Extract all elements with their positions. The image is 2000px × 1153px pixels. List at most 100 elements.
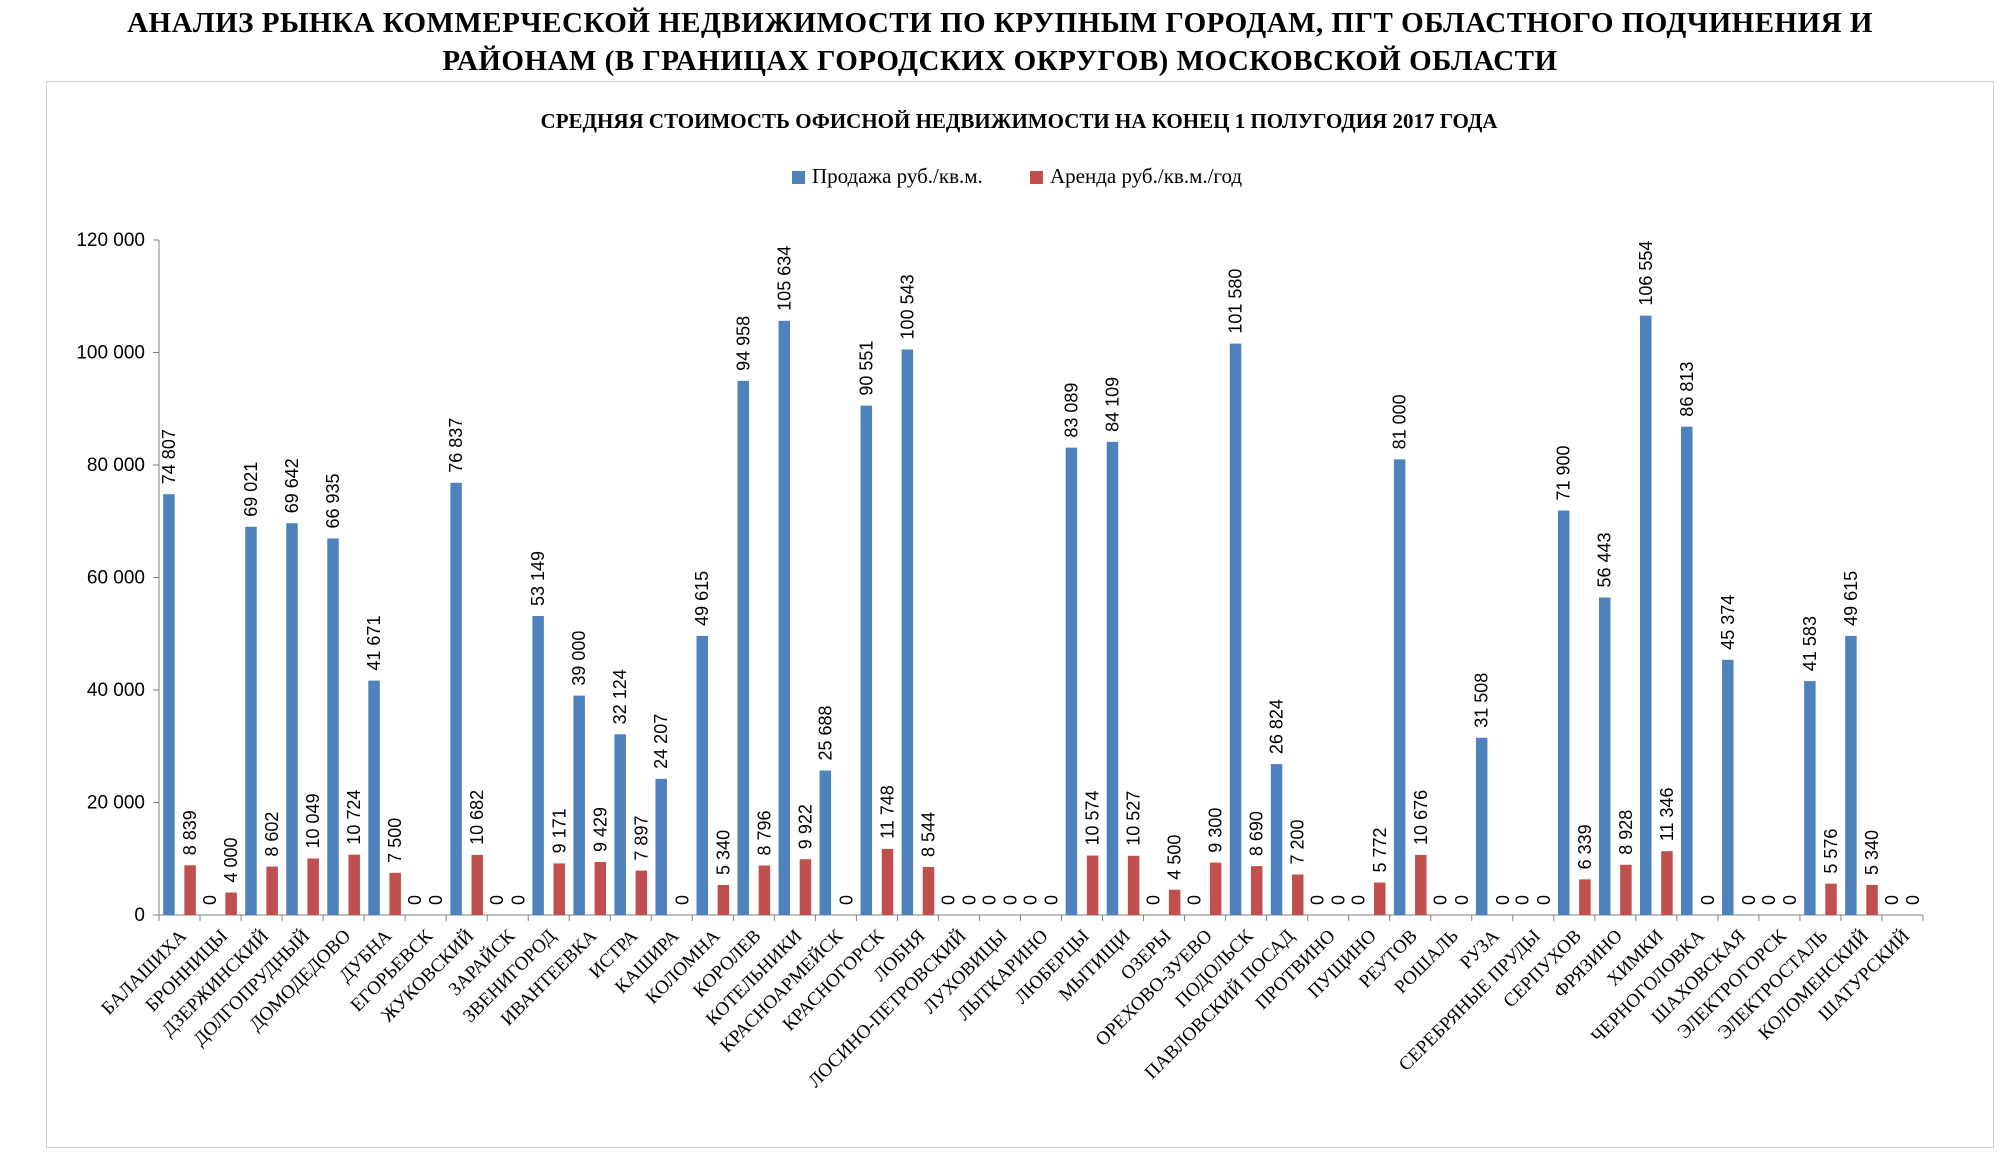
- data-label-sales: 69 021: [241, 462, 261, 517]
- bar-sales: [1681, 426, 1693, 915]
- legend-label-rent: Аренда руб./кв.м./год: [1050, 164, 1242, 188]
- data-label-rent: 10 682: [467, 790, 487, 845]
- data-label-rent: 0: [1001, 895, 1021, 905]
- data-label-rent: 6 339: [1575, 824, 1595, 869]
- data-label-rent: 0: [1329, 895, 1349, 905]
- data-label-rent: 9 922: [795, 804, 815, 849]
- bar-sales: [286, 523, 298, 915]
- data-label-sales: 0: [487, 895, 507, 905]
- legend: Продажа руб./кв.м. Аренда руб./кв.м./год: [792, 164, 1242, 188]
- bar-rent: [635, 870, 648, 915]
- bar-rent: [758, 865, 771, 915]
- data-label-sales: 0: [979, 895, 999, 905]
- bar-rent: [1209, 862, 1222, 915]
- data-label-sales: 53 149: [528, 551, 548, 606]
- bar-sales: [1804, 681, 1816, 915]
- bar-sales: [901, 349, 914, 915]
- data-label-sales: 0: [1308, 895, 1328, 905]
- bar-rent: [1661, 851, 1673, 915]
- bar-sales: [860, 405, 873, 915]
- data-label-sales: 86 813: [1677, 362, 1697, 417]
- y-tick-label: 0: [134, 905, 145, 926]
- data-label-sales: 94 958: [733, 316, 753, 371]
- data-label-sales: 25 688: [815, 705, 835, 760]
- data-label-sales: 0: [1759, 895, 1779, 905]
- data-label-rent: 8 602: [262, 812, 282, 857]
- bar-sales: [1065, 447, 1078, 915]
- data-label-rent: 8 690: [1247, 811, 1267, 856]
- data-label-rent: 0: [1698, 895, 1718, 905]
- bar-sales: [1640, 315, 1652, 915]
- data-label-sales: 66 935: [323, 473, 343, 528]
- y-tick-label: 80 000: [87, 455, 145, 476]
- data-label-sales: 84 109: [1102, 377, 1122, 432]
- bar-rent: [225, 892, 237, 915]
- bar-sales: [1106, 441, 1119, 915]
- data-label-sales: 41 583: [1800, 616, 1820, 671]
- bar-rent: [594, 861, 607, 915]
- data-label-rent: 5 772: [1370, 827, 1390, 872]
- data-label-rent: 10 527: [1124, 791, 1144, 846]
- data-label-sales: 0: [938, 895, 958, 905]
- bar-rent: [307, 858, 319, 915]
- bar-sales: [573, 695, 585, 915]
- data-label-rent: 0: [1780, 895, 1800, 905]
- data-label-rent: 10 049: [303, 793, 323, 848]
- data-label-rent: 5 340: [1862, 830, 1882, 875]
- data-label-rent: 8 796: [754, 810, 774, 855]
- data-label-rent: 0: [426, 895, 446, 905]
- bar-rent: [266, 866, 278, 915]
- data-label-rent: 9 171: [549, 808, 569, 853]
- legend-swatch-rent: [1030, 171, 1043, 184]
- data-label-sales: 0: [405, 895, 425, 905]
- data-label-sales: 39 000: [569, 631, 589, 686]
- data-label-rent: 0: [960, 895, 980, 905]
- data-label-sales: 0: [1020, 895, 1040, 905]
- data-label-rent: 10 574: [1083, 790, 1103, 845]
- bar-rent: [1127, 855, 1140, 915]
- page-title-line-1: АНАЛИЗ РЫНКА КОММЕРЧЕСКОЙ НЕДВИЖИМОСТИ П…: [127, 7, 1873, 39]
- data-label-sales: 76 837: [446, 418, 466, 473]
- data-label-sales: 0: [1882, 895, 1902, 905]
- bar-rent: [1825, 883, 1837, 915]
- bar-rent: [799, 859, 812, 915]
- bar-rent: [881, 848, 894, 915]
- bar-sales: [1557, 510, 1570, 915]
- data-label-rent: 0: [1493, 895, 1513, 905]
- data-label-rent: 5 576: [1821, 829, 1841, 874]
- bar-sales: [245, 526, 257, 915]
- data-label-sales: 0: [1349, 895, 1369, 905]
- data-label-rent: 9 300: [1206, 808, 1226, 853]
- data-label-sales: 0: [1513, 895, 1533, 905]
- data-label-rent: 7 897: [631, 816, 651, 861]
- bar-sales: [696, 635, 708, 915]
- data-label-rent: 7 200: [1288, 819, 1308, 864]
- legend-label-sales: Продажа руб./кв.м.: [812, 164, 983, 188]
- bar-rent: [184, 865, 196, 915]
- data-label-sales: 0: [1143, 895, 1163, 905]
- bar-rent: [1291, 874, 1304, 915]
- bar-sales: [1845, 635, 1857, 915]
- data-label-rent: 11 748: [877, 785, 897, 839]
- data-label-sales: 69 642: [282, 458, 302, 513]
- bar-sales: [778, 320, 791, 916]
- bar-rent: [1086, 855, 1099, 915]
- bar-sales: [737, 380, 750, 916]
- bar-rent: [1168, 889, 1181, 915]
- data-label-sales: 71 900: [1554, 446, 1574, 501]
- data-label-sales: 45 374: [1718, 595, 1738, 650]
- page-title-line-2: РАЙОНАМ (В ГРАНИЦАХ ГОРОДСКИХ ОКРУГОВ) М…: [442, 45, 1558, 77]
- bar-sales: [327, 538, 339, 915]
- data-label-rent: 4 500: [1165, 835, 1185, 880]
- data-label-rent: 4 000: [221, 837, 241, 882]
- page-title: АНАЛИЗ РЫНКА КОММЕРЧЕСКОЙ НЕДВИЖИМОСТИ П…: [0, 4, 2000, 80]
- bar-sales: [819, 770, 832, 915]
- y-tick-label: 40 000: [87, 680, 145, 701]
- data-label-rent: 8 839: [180, 810, 200, 855]
- bar-sales: [532, 616, 544, 915]
- bar-rent: [1620, 864, 1632, 915]
- data-label-sales: 101 580: [1226, 269, 1246, 334]
- data-label-rent: 8 928: [1616, 810, 1636, 855]
- data-label-sales: 0: [200, 895, 220, 905]
- bar-rent: [922, 866, 935, 915]
